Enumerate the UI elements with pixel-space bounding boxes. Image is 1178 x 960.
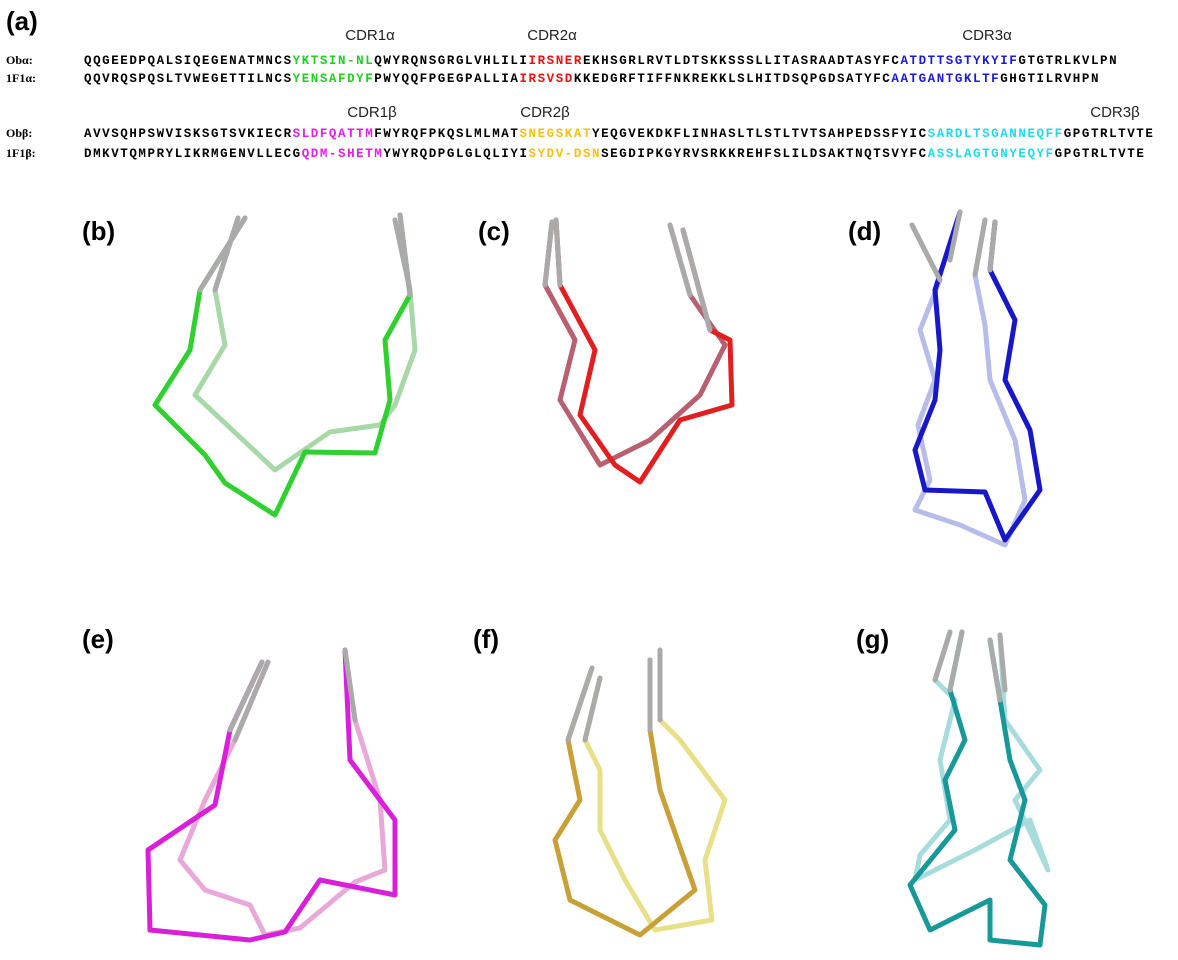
structure-b — [155, 215, 415, 515]
sequence: QQVRQSPQSLTVWEGETTILNCSYENSAFDYFPWYQQFPG… — [84, 72, 1100, 86]
sequence-segment: SNEGSKAT — [519, 127, 592, 141]
sequence-segment: GTGTRLKVLPN — [1018, 54, 1118, 68]
structure-e — [148, 650, 395, 940]
sequence-segment: YEQGVEKDKFLINHASLTLSTLTVTSAHPEDSSFYIC — [592, 127, 928, 141]
structure-c — [545, 220, 732, 482]
panel-label: (g) — [856, 624, 889, 654]
sequence-segment: PWYQQFPGEGPALLIA — [374, 72, 519, 86]
sequence-segment: SEGDIPKGYRVSRKKREHFSLILDSAKTNQTSVYFC — [601, 147, 928, 161]
cdr-label: CDR3α — [962, 27, 1012, 44]
panel-label: (d) — [848, 216, 881, 246]
panel-label: (c) — [478, 216, 510, 246]
sequence-segment: ASSLAGTGNYEQYF — [928, 147, 1055, 161]
row-name: Obβ: — [6, 126, 32, 140]
sequence-segment: FWYRQFPKQSLMLMAT — [374, 127, 519, 141]
structure-f — [555, 650, 725, 935]
panel-label: (f) — [473, 624, 499, 654]
sequence-alignment: Obα: QQGEEDPQALSIQEGENATMNCSYKTSIN-NLQWYR… — [6, 53, 1154, 161]
sequence-segment: SYDV-DSN — [529, 147, 602, 161]
sequence-segment: GPGTRLTVTE — [1055, 147, 1146, 161]
sequence-segment: GPGTRLTVTE — [1064, 127, 1155, 141]
cdr-label: CDR2α — [527, 27, 577, 44]
cdr-label: CDR2β — [520, 104, 570, 121]
sequence-segment: IRSVSD — [519, 72, 573, 86]
row-name: 1F1β: — [6, 146, 36, 160]
sequence: DMKVTQMPRYLIKRMGENVLLECGQDM-SHETMYWYRQDP… — [84, 147, 1145, 161]
sequence-segment: IRSNER — [529, 54, 583, 68]
cdr-label: CDR3β — [1090, 104, 1140, 121]
sequence-segment: YKTSIN-NL — [293, 54, 375, 68]
structure-d — [912, 212, 1040, 545]
sequence-segment: QQVRQSPQSLTVWEGETTILNCS — [84, 72, 293, 86]
sequence-segment: SARDLTSGANNEQFF — [928, 127, 1064, 141]
sequence-segment: YWYRQDPGLGLQLIYI — [383, 147, 528, 161]
panel-label: (e) — [82, 624, 114, 654]
structure-g — [910, 632, 1048, 945]
sequence-segment: QDM-SHETM — [302, 147, 384, 161]
panel-label: (a) — [6, 6, 38, 36]
sequence: QQGEEDPQALSIQEGENATMNCSYKTSIN-NLQWYRQNSG… — [84, 54, 1118, 68]
sequence: AVVSQHPSWVISKSGTSVKIECRSLDFQATTMFWYRQFPK… — [84, 127, 1154, 141]
sequence-segment: SLDFQATTM — [293, 127, 375, 141]
sequence-segment: YENSAFDYF — [293, 72, 375, 86]
panel-label: (b) — [82, 216, 115, 246]
sequence-segment: KKEDGRFTIFFNKREKKLSLHITDSQPGDSATYFC — [574, 72, 892, 86]
sequence-segment: AATGANTGKLTF — [891, 72, 1000, 86]
cdr-label: CDR1β — [347, 104, 397, 121]
sequence-segment: QWYRQNSGRGLVHLILI — [374, 54, 528, 68]
figure: (a) CDR1α CDR2α CDR3α CDR1β CDR2β CDR3β … — [0, 0, 1178, 960]
sequence-segment: AVVSQHPSWVISKSGTSVKIECR — [84, 127, 293, 141]
sequence-segment: ATDTTSGTYKYIF — [900, 54, 1018, 68]
row-name: 1F1α: — [6, 71, 36, 85]
row-name: Obα: — [6, 53, 33, 67]
sequence-segment: DMKVTQMPRYLIKRMGENVLLECG — [84, 147, 302, 161]
cdr-label: CDR1α — [345, 27, 395, 44]
sequence-segment: EKHSGRLRVTLDTSKKSSSLLITASRAADTASYFC — [583, 54, 901, 68]
sequence-segment: QQGEEDPQALSIQEGENATMNCS — [84, 54, 293, 68]
sequence-segment: GHGTILRVHPN — [1000, 72, 1100, 86]
